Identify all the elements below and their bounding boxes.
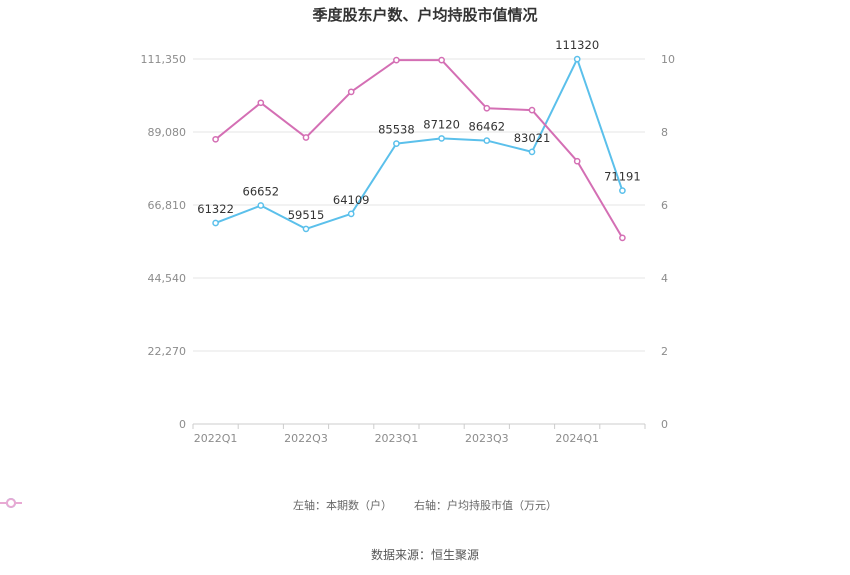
data-point: [347, 88, 355, 96]
y-left-tick-label: 22,270: [148, 345, 187, 358]
data-label: 71191: [604, 170, 641, 184]
data-label: 66652: [243, 185, 280, 199]
data-point: [257, 99, 265, 107]
y-right-tick-label: 0: [661, 418, 668, 431]
data-label: 85538: [378, 123, 415, 137]
y-left-tick-label: 0: [179, 418, 186, 431]
data-point: [528, 106, 536, 114]
data-point: [438, 56, 445, 64]
legend-item-left-series[interactable]: 左轴：本期数（户）: [0, 497, 392, 513]
data-point: [483, 104, 491, 112]
data-point: [347, 210, 355, 218]
y-right-tick-label: 8: [661, 126, 668, 139]
data-point: [212, 219, 219, 227]
data-label: 87120: [423, 117, 460, 131]
series-line-right: [214, 59, 624, 239]
data-label: 61322: [197, 202, 234, 216]
chart-title: 季度股东户数、户均持股市值情况: [312, 6, 538, 24]
data-point: [483, 137, 491, 144]
data-point: [438, 135, 445, 142]
y-left-tick-label: 44,540: [148, 272, 187, 285]
data-label: 86462: [469, 120, 506, 134]
data-point: [393, 140, 400, 147]
data-label: 64109: [333, 193, 370, 207]
data-point: [302, 225, 310, 233]
legend-swatch-right-series: [0, 498, 22, 508]
data-point: [619, 234, 626, 242]
data-label: 83021: [514, 131, 551, 145]
legend-label-left-series: 左轴：本期数（户）: [293, 499, 392, 512]
legend-item-right-series[interactable]: 右轴：户均持股市值（万元）: [0, 497, 557, 513]
x-tick-label: 2022Q3: [284, 432, 328, 445]
series-line-left: [215, 58, 624, 230]
legend: 左轴：本期数（户） 右轴：户均持股市值（万元）: [0, 497, 850, 513]
data-point: [528, 148, 536, 156]
y-right-tick-label: 10: [661, 53, 675, 66]
y-left-tick-label: 111,350: [141, 53, 187, 66]
data-point: [393, 56, 400, 64]
legend-label-right-series: 右轴：户均持股市值（万元）: [414, 499, 557, 512]
data-point: [257, 202, 265, 209]
data-point: [212, 135, 219, 143]
y-right-tick-label: 4: [661, 272, 668, 285]
x-tick-label: 2023Q3: [465, 432, 509, 445]
data-label: 111320: [555, 38, 599, 52]
y-left-tick-label: 89,080: [148, 126, 187, 139]
data-point: [573, 55, 581, 63]
x-tick-label: 2024Q1: [555, 432, 599, 445]
y-right-tick-label: 2: [661, 345, 668, 358]
data-point: [619, 187, 626, 194]
y-left-tick-label: 66,810: [148, 199, 187, 212]
data-label: 59515: [288, 208, 325, 222]
data-point: [573, 157, 581, 165]
y-right-tick-label: 6: [661, 199, 668, 212]
x-tick-label: 2023Q1: [375, 432, 419, 445]
x-tick-label: 2022Q1: [194, 432, 238, 445]
data-point: [302, 134, 310, 141]
data-source: 数据来源：恒生聚源: [370, 548, 479, 562]
